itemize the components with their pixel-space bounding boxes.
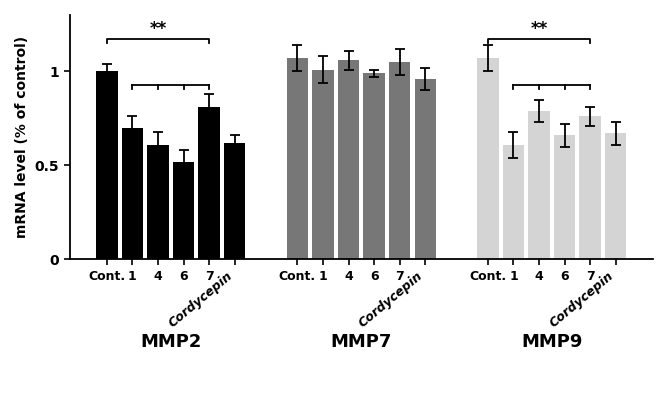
Bar (579, 117, 601, 259)
Bar (287, 58, 308, 259)
Bar (96, 71, 118, 259)
Bar (198, 107, 220, 259)
Text: **: ** (150, 20, 166, 38)
Bar (147, 145, 169, 259)
Text: MMP7: MMP7 (331, 332, 392, 350)
Text: MMP2: MMP2 (140, 332, 202, 350)
Bar (389, 62, 410, 259)
Bar (477, 58, 498, 259)
Bar (415, 79, 436, 259)
Bar (173, 162, 194, 259)
Bar (528, 111, 550, 259)
Bar (605, 134, 627, 259)
Bar (503, 145, 524, 259)
Bar (224, 143, 245, 259)
Bar (122, 128, 143, 259)
Bar (312, 69, 334, 259)
Y-axis label: mRNA level (% of control): mRNA level (% of control) (15, 36, 29, 238)
Text: **: ** (530, 20, 548, 38)
Text: MMP9: MMP9 (521, 332, 582, 350)
Bar (554, 135, 575, 259)
Bar (363, 73, 385, 259)
Bar (338, 60, 359, 259)
